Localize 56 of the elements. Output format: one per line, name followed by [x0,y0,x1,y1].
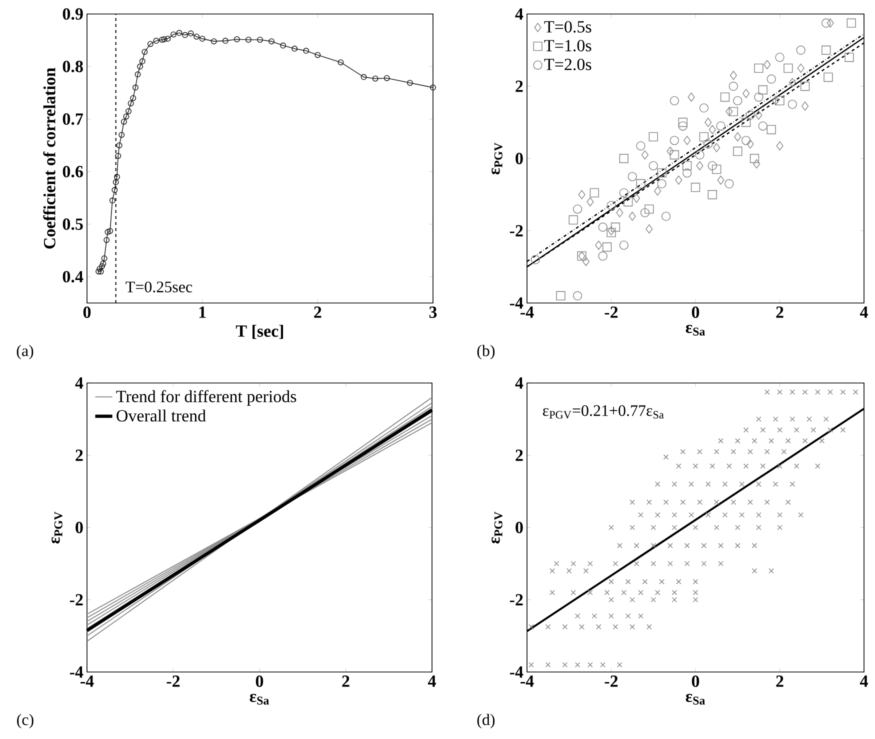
y-tick-label: 0.5 [62,218,83,230]
y-axis-title: ε$_{PGV}$ [492,142,502,174]
x-tick-label: 0 [256,676,264,688]
x-tick-label: 4 [428,676,436,687]
legend-label: T=2.0s [544,58,592,70]
y-tick-label: -4 [510,297,524,309]
y-tick-label: 0 [516,152,523,164]
y-tick-label: 0.6 [62,166,83,178]
x-tick-label: 0 [83,306,91,318]
y-tick-label: -2 [510,594,523,606]
legend-label: Trend for different periods [116,390,296,406]
y-tick-label: 0.4 [62,270,84,282]
y-axis-title: ε$_{PGV}$ [492,512,502,544]
y-tick-label: -4 [70,666,84,678]
y-tick-label: 4 [515,8,524,20]
legend-label: T=1.0s [544,40,592,52]
text: (a) [16,344,34,360]
x-tick-label: 1 [199,306,206,318]
y-axis-title: ε$_{PGV}$ [52,512,62,544]
y-tick-label: 0.8 [62,60,83,72]
text: (b) [477,344,495,360]
x-tick-label: 3 [429,306,437,318]
y-tick-label: 0.9 [62,8,83,20]
x-tick-label: 4 [860,306,868,318]
x-tick-label: 0 [692,676,700,688]
y-tick-label: 0 [76,522,83,534]
y-tick-label: 2 [516,450,523,461]
y-tick-label: 2 [516,80,523,92]
ref-line-label: T=0.25sec [126,282,192,292]
text: (d) [477,714,495,728]
x-tick-label: 0 [692,306,700,318]
annotation: ε$_{PGV}$=0.21+0.77ε$_{Sa}$ [542,405,664,419]
x-tick-label: -2 [604,676,618,687]
x-tick-label: -2 [604,306,618,318]
x-tick-label: -2 [166,676,180,687]
y-tick-label: 4 [515,377,524,389]
x-axis-title: ε$_{Sa}$ [250,694,269,705]
y-tick-label: -2 [510,225,523,236]
x-tick-label: 2 [776,676,784,687]
x-axis-title: ε$_{Sa}$ [686,694,705,705]
x-axis-title: T [sec] [236,324,284,339]
y-axis-title: Coefficient of correlation [43,68,56,249]
x-tick-label: 2 [314,306,322,318]
legend-label: T=0.5s [544,21,592,33]
legend-label: Overall trend [116,410,206,422]
y-tick-label: 0 [516,522,523,534]
y-tick-label: -4 [510,666,524,678]
y-tick-label: 0.7 [62,113,84,125]
text: (c) [17,714,34,728]
x-tick-label: 2 [776,306,784,318]
x-tick-label: 4 [860,676,868,687]
x-axis-title: ε$_{Sa}$ [686,324,705,336]
x-tick-label: 2 [342,676,350,687]
y-tick-label: 2 [76,450,83,461]
y-tick-label: 4 [75,377,84,389]
y-tick-label: -2 [70,594,83,606]
